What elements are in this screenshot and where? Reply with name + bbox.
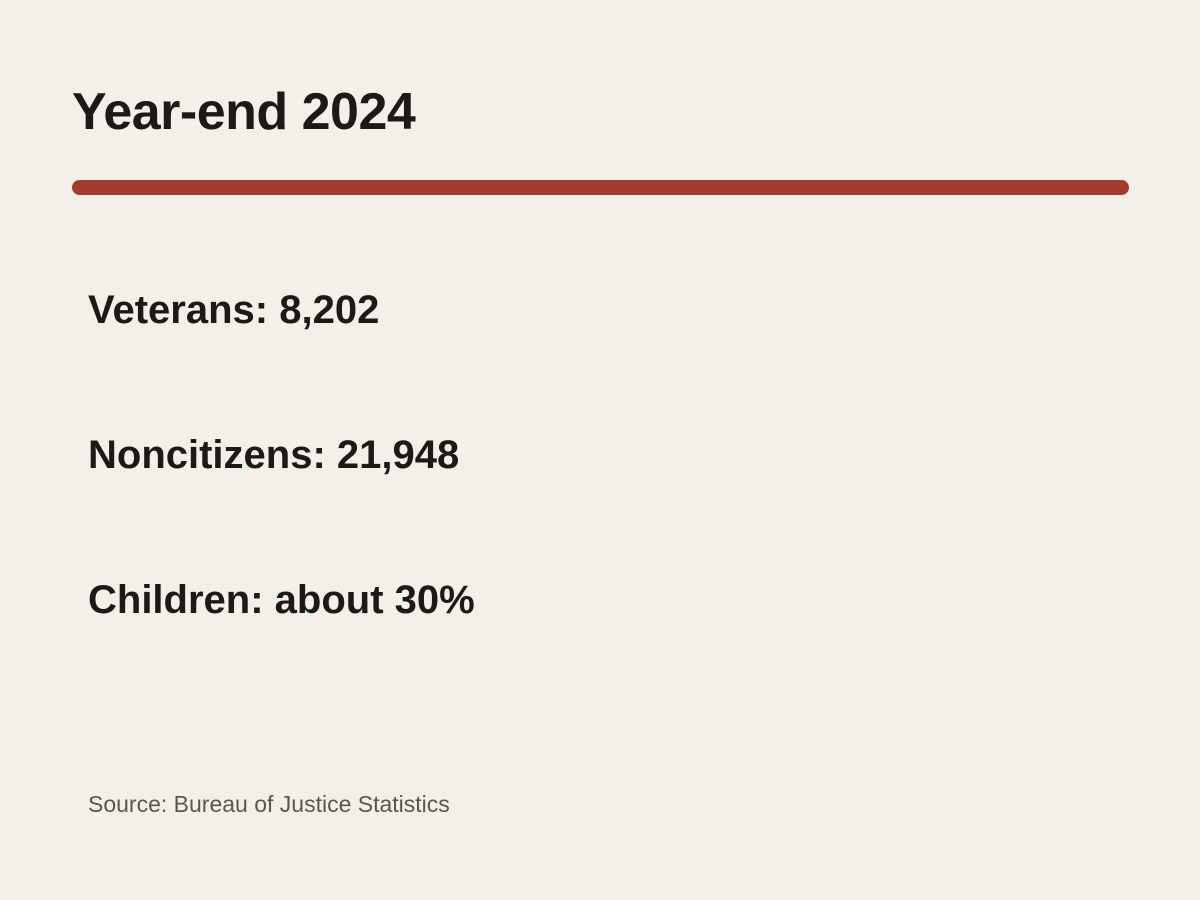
stat-children: Children: about 30% <box>88 578 475 622</box>
stat-noncitizens: Noncitizens: 21,948 <box>88 433 460 477</box>
page-title: Year-end 2024 <box>72 83 416 141</box>
accent-divider <box>72 180 1129 195</box>
source-note: Source: Bureau of Justice Statistics <box>88 791 450 817</box>
stat-veterans: Veterans: 8,202 <box>88 288 380 332</box>
